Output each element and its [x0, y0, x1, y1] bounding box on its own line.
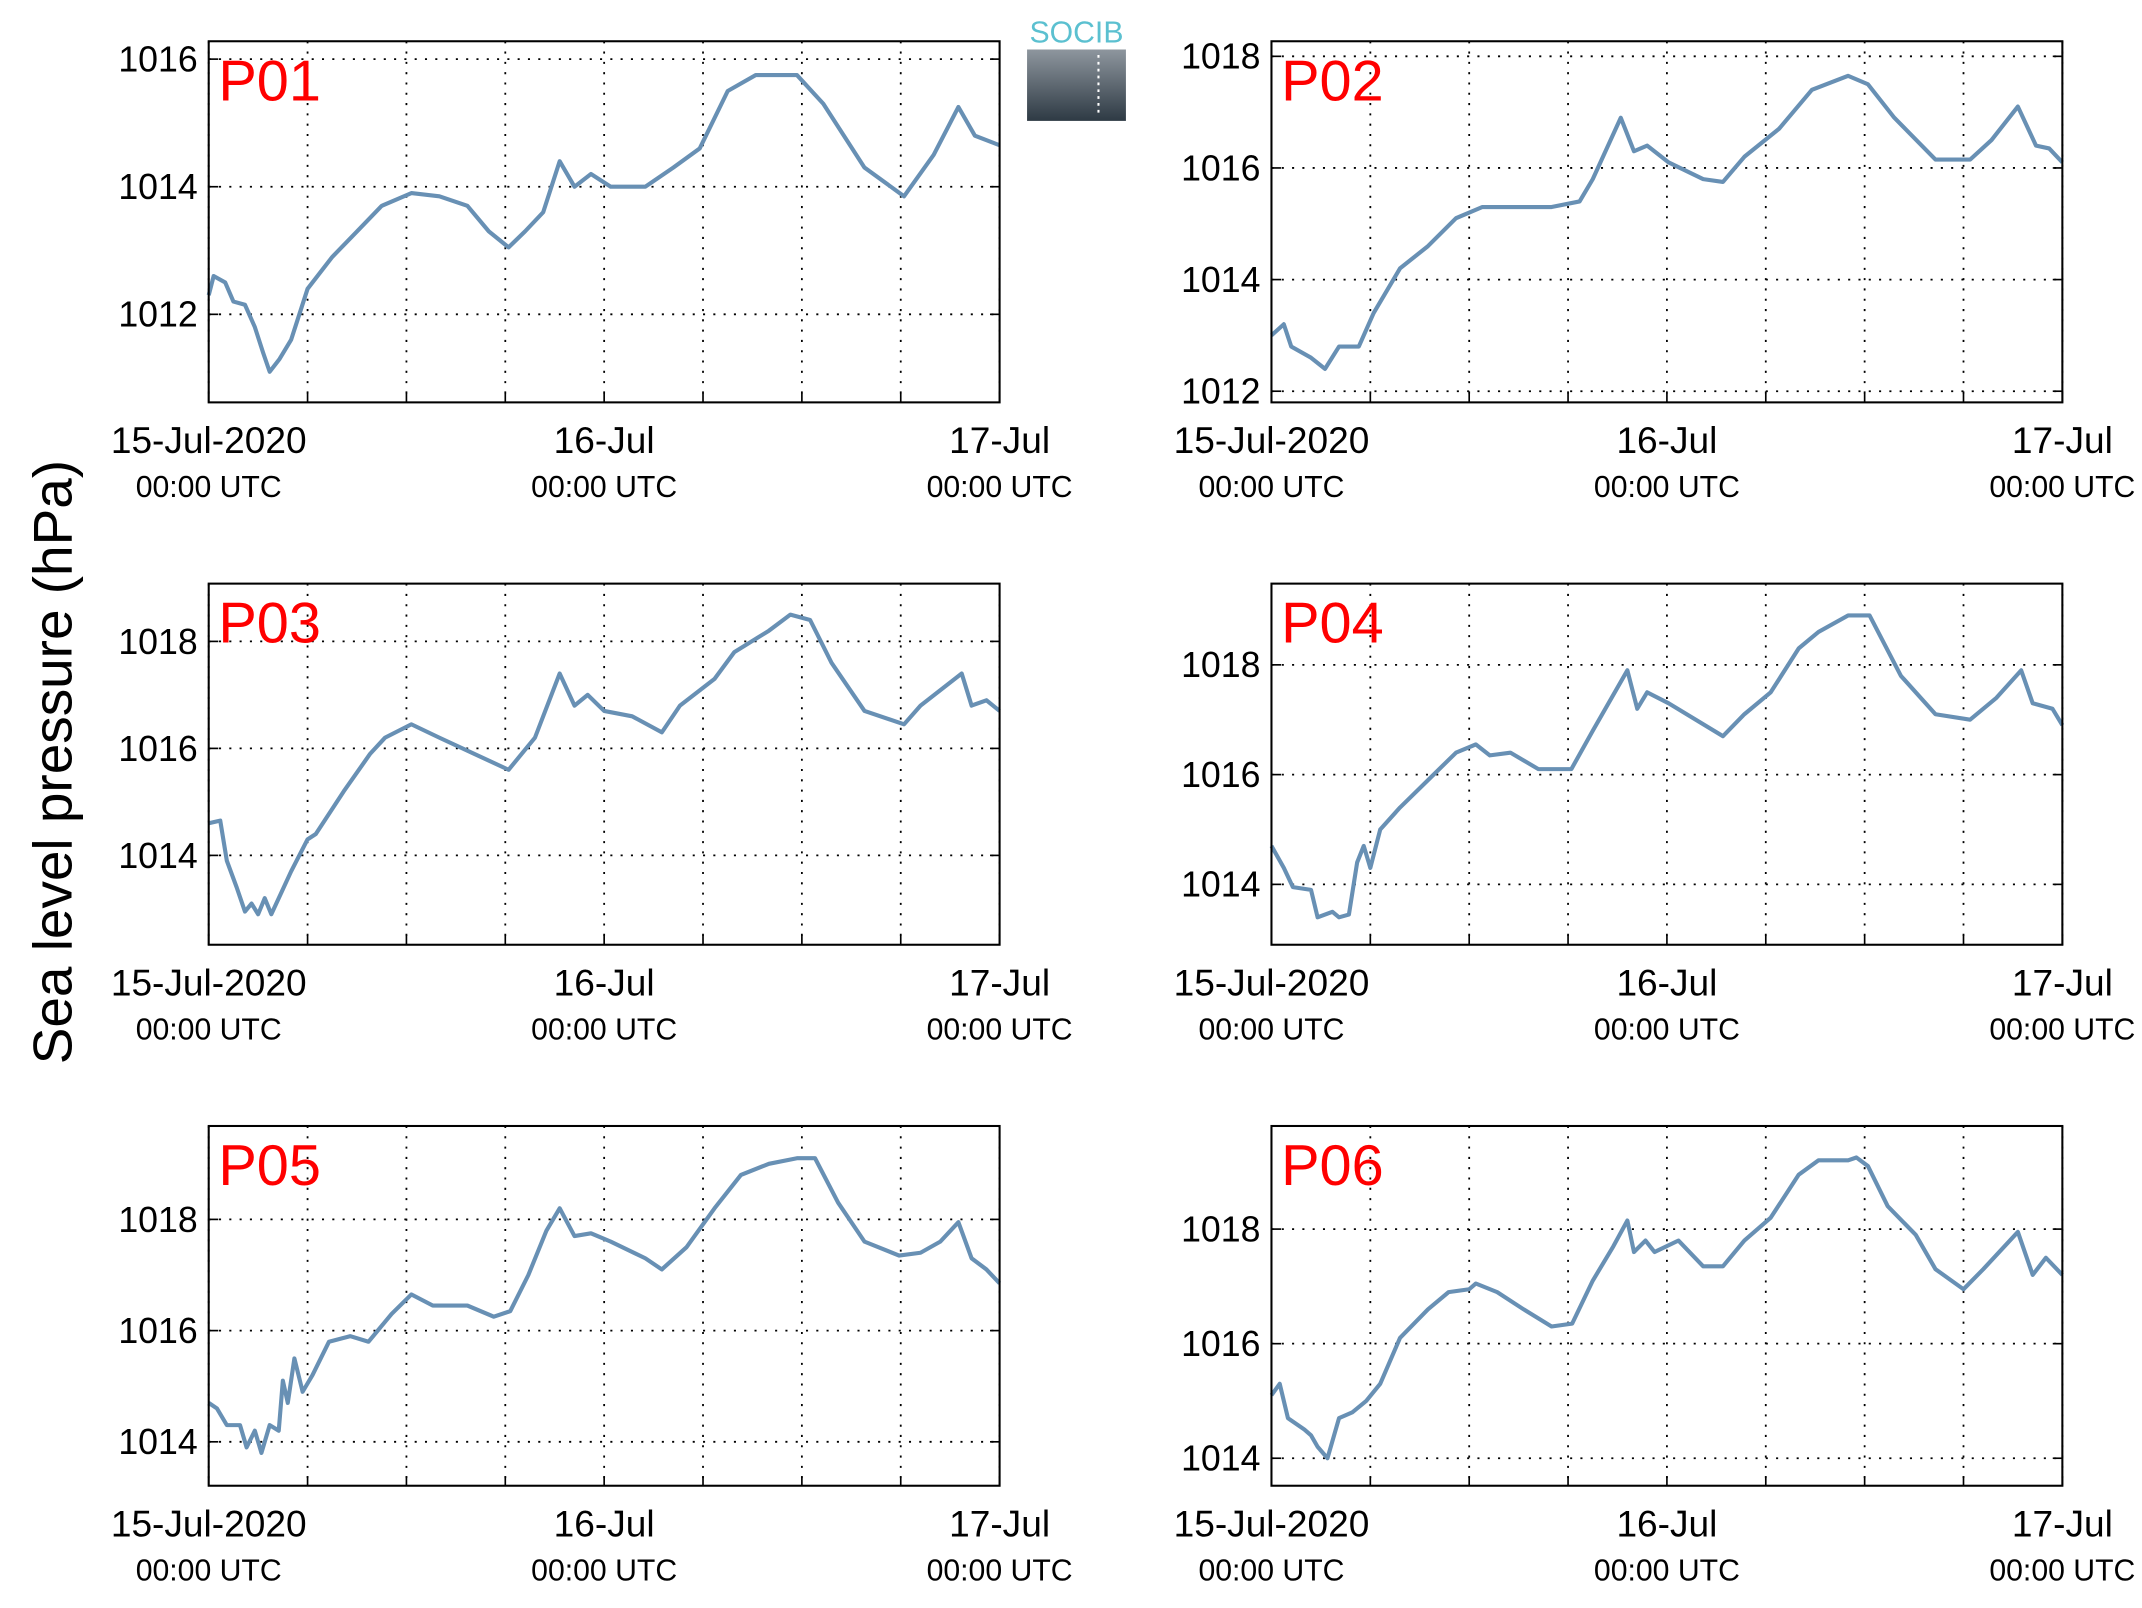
- y-tick-label: 1018: [118, 1200, 197, 1240]
- x-tick-label: 16-Jul: [554, 962, 655, 1004]
- plot-frame: [1270, 582, 2064, 946]
- logo: SOCIB: [1027, 17, 1126, 121]
- x-tick-sublabel: 00:00 UTC: [531, 1554, 677, 1587]
- y-tick-label: 1016: [118, 39, 197, 79]
- x-tick-sublabel: 00:00 UTC: [1198, 1013, 1344, 1046]
- x-tick-sublabel: 00:00 UTC: [531, 471, 677, 504]
- x-tick-label: 17-Jul: [2012, 419, 2113, 461]
- y-tick-label: 1014: [118, 836, 197, 876]
- y-tick-label: 1018: [1181, 37, 1260, 77]
- plot-frame: [207, 582, 1001, 946]
- y-tick-label: 1014: [118, 1422, 197, 1462]
- panel-title: P06: [1281, 1134, 1384, 1198]
- x-tick-sublabel: 00:00 UTC: [1594, 1554, 1740, 1587]
- y-tick-label: 1016: [118, 1311, 197, 1351]
- panel: 1014 1016 1018 15-Jul-2020 00:00 UTC 16-Jul 00…: [1174, 582, 2135, 1046]
- x-tick-sublabel: 00:00 UTC: [136, 1554, 282, 1587]
- panel: 1012 1014 1016 15-Jul-2020 00:00 UTC 16-Jul 00…: [111, 39, 1073, 504]
- data-line: [1269, 1155, 2064, 1461]
- x-tick-label: 16-Jul: [1616, 962, 1717, 1004]
- panel-title: P04: [1281, 592, 1384, 656]
- plot-frame: [1270, 40, 2064, 404]
- y-tick-label: 1016: [118, 729, 197, 769]
- x-tick-sublabel: 00:00 UTC: [927, 1013, 1073, 1046]
- x-tick-label: 16-Jul: [1616, 419, 1717, 461]
- x-tick-label: 16-Jul: [554, 419, 655, 461]
- x-tick-sublabel: 00:00 UTC: [136, 1013, 282, 1046]
- x-tick-label: 16-Jul: [1616, 1503, 1717, 1545]
- x-tick-label: 15-Jul-2020: [1174, 1503, 1370, 1545]
- logo-text: SOCIB: [1030, 17, 1124, 50]
- data-line: [208, 612, 1001, 917]
- x-tick-sublabel: 00:00 UTC: [1594, 1013, 1740, 1046]
- x-tick-sublabel: 00:00 UTC: [531, 1013, 677, 1046]
- x-tick-label: 16-Jul: [554, 1503, 655, 1545]
- data-line: [1269, 613, 2065, 920]
- data-line: [1270, 73, 2064, 371]
- panel-title: P01: [218, 49, 321, 113]
- x-tick-sublabel: 00:00 UTC: [927, 1554, 1073, 1587]
- x-tick-sublabel: 00:00 UTC: [136, 471, 282, 504]
- panel: 1014 1016 1018 15-Jul-2020 00:00 UTC 16-Jul 00…: [111, 582, 1073, 1046]
- panel-title: P03: [218, 592, 321, 656]
- x-tick-label: 15-Jul-2020: [1174, 962, 1370, 1004]
- x-tick-sublabel: 00:00 UTC: [1594, 471, 1740, 504]
- panel-title: P02: [1281, 49, 1384, 113]
- panel: 1012 1014 1016 1018 15-Jul-2020 00:00 UTC 16-J…: [1174, 37, 2136, 504]
- x-tick-sublabel: 00:00 UTC: [1198, 471, 1344, 504]
- plot-frame: [207, 1124, 1001, 1487]
- y-tick-label: 1014: [1181, 865, 1260, 905]
- y-tick-label: 1018: [118, 622, 197, 662]
- x-tick-sublabel: 00:00 UTC: [927, 471, 1073, 504]
- y-tick-label: 1012: [118, 295, 197, 335]
- panel: 1014 1016 1018 15-Jul-2020 00:00 UTC 16-Jul 00…: [111, 1124, 1073, 1587]
- x-tick-label: 15-Jul-2020: [1174, 419, 1370, 461]
- y-tick-label: 1018: [1181, 1209, 1260, 1249]
- x-tick-label: 17-Jul: [2012, 1503, 2113, 1545]
- x-tick-sublabel: 00:00 UTC: [1989, 1013, 2135, 1046]
- y-tick-label: 1012: [1181, 372, 1260, 412]
- panel-title: P05: [218, 1134, 321, 1198]
- x-tick-label: 17-Jul: [2012, 962, 2113, 1004]
- panel: 1014 1016 1018 15-Jul-2020 00:00 UTC 16-Jul 00…: [1174, 1124, 2135, 1587]
- x-tick-label: 15-Jul-2020: [111, 419, 307, 461]
- y-tick-label: 1018: [1181, 645, 1260, 685]
- logo-block: [1027, 49, 1126, 121]
- y-tick-label: 1014: [1181, 1439, 1260, 1479]
- y-tick-label: 1016: [1181, 755, 1260, 795]
- x-tick-sublabel: 00:00 UTC: [1198, 1554, 1344, 1587]
- y-tick-label: 1014: [118, 167, 197, 207]
- x-tick-sublabel: 00:00 UTC: [1989, 1554, 2135, 1587]
- x-tick-label: 15-Jul-2020: [111, 1503, 307, 1545]
- y-axis-label: Sea level pressure (hPa): [21, 460, 83, 1064]
- x-tick-label: 17-Jul: [949, 962, 1050, 1004]
- plot-frame: [207, 40, 1001, 404]
- data-line: [206, 73, 1001, 374]
- x-tick-sublabel: 00:00 UTC: [1989, 471, 2135, 504]
- data-line: [207, 1156, 1002, 1455]
- y-tick-label: 1016: [1181, 1324, 1260, 1364]
- y-tick-label: 1014: [1181, 260, 1260, 300]
- x-tick-label: 17-Jul: [949, 419, 1050, 461]
- x-tick-label: 15-Jul-2020: [111, 962, 307, 1004]
- plot-frame: [1270, 1124, 2064, 1487]
- x-tick-label: 17-Jul: [949, 1503, 1050, 1545]
- y-tick-label: 1016: [1181, 148, 1260, 188]
